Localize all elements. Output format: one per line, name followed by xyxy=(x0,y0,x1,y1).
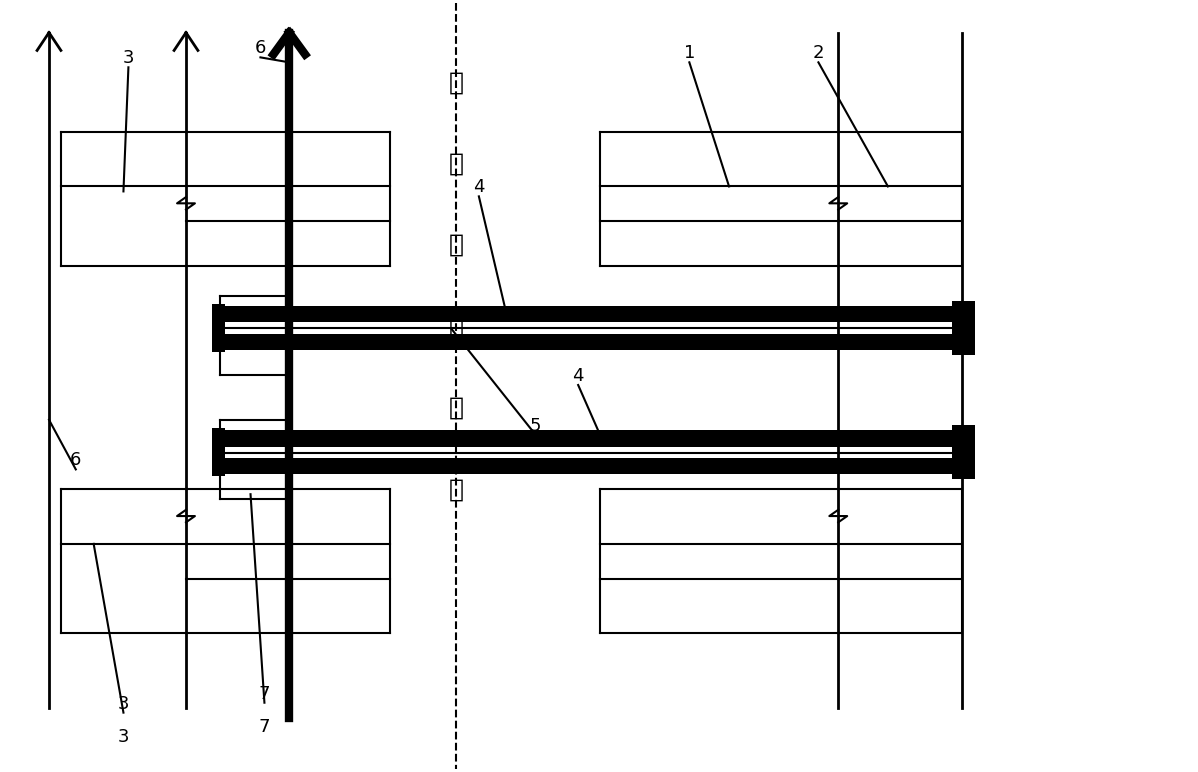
Text: 通: 通 xyxy=(448,233,464,257)
Text: 1: 1 xyxy=(684,44,695,63)
Bar xyxy=(219,459,957,474)
Text: 7: 7 xyxy=(259,718,271,736)
Text: 道: 道 xyxy=(448,477,464,501)
Text: 4: 4 xyxy=(473,178,485,196)
Bar xyxy=(952,425,975,479)
Text: 5: 5 xyxy=(530,417,541,435)
Bar xyxy=(219,334,957,350)
Text: 3: 3 xyxy=(122,49,134,67)
Bar xyxy=(952,300,975,355)
Text: 3: 3 xyxy=(117,727,129,746)
Text: 2: 2 xyxy=(812,44,824,63)
Text: 场: 场 xyxy=(448,151,464,175)
Text: 便: 便 xyxy=(448,396,464,420)
Bar xyxy=(219,306,957,323)
Text: 行: 行 xyxy=(448,314,464,338)
Bar xyxy=(212,303,225,352)
Bar xyxy=(219,430,957,446)
Text: 7: 7 xyxy=(259,685,271,703)
Text: 棁: 棁 xyxy=(448,70,464,94)
Bar xyxy=(212,428,225,476)
Text: 6: 6 xyxy=(71,452,81,469)
Text: 4: 4 xyxy=(573,367,583,385)
Text: 6: 6 xyxy=(255,39,266,57)
Text: 3: 3 xyxy=(117,695,129,713)
